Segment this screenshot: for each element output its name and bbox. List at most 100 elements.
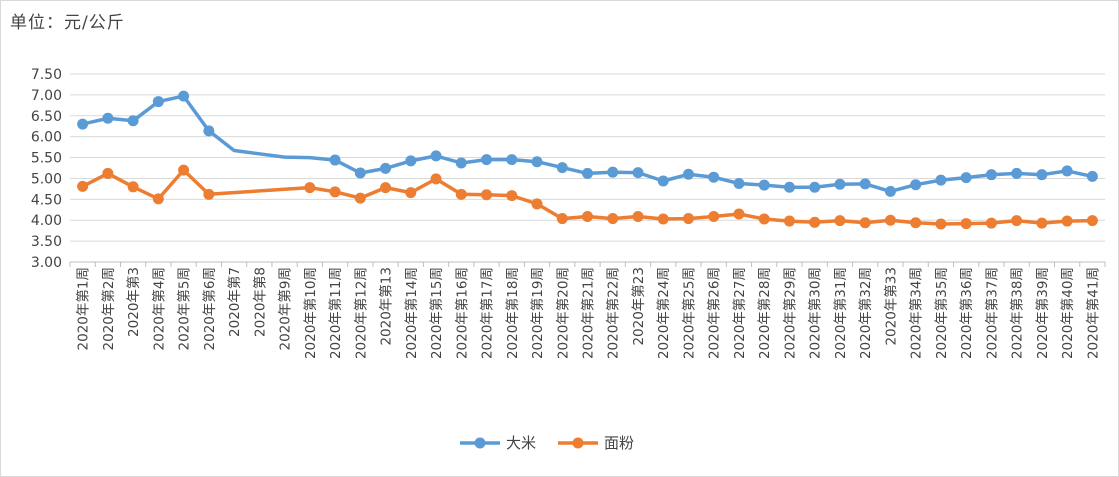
- data-point: [809, 216, 821, 228]
- x-tick-label: 2020年第12周: [352, 267, 369, 359]
- data-point: [1011, 167, 1023, 179]
- x-tick-label: 2020年第2周: [100, 267, 117, 350]
- x-tick-label: 2020年第29周: [781, 267, 798, 359]
- y-tick-label: 6.50: [31, 109, 62, 125]
- x-tick-label: 2020年第40周: [1059, 267, 1076, 359]
- data-point: [102, 112, 114, 124]
- data-point: [910, 179, 922, 191]
- data-point: [329, 154, 341, 166]
- y-tick-label: 4.50: [31, 192, 62, 208]
- data-point: [632, 210, 644, 222]
- legend-marker: [572, 437, 584, 449]
- data-point: [152, 193, 164, 205]
- y-tick-label: 4.00: [31, 213, 62, 229]
- data-point: [127, 181, 139, 193]
- data-point: [607, 166, 619, 178]
- data-point: [960, 218, 972, 230]
- x-tick-label: 2020年第8: [251, 267, 268, 337]
- x-tick-label: 2020年第1周: [75, 267, 92, 350]
- data-point: [758, 179, 770, 191]
- x-tick-label: 2020年第19周: [529, 267, 546, 359]
- data-point: [910, 217, 922, 229]
- x-tick-label: 2020年第14周: [403, 267, 420, 359]
- data-point: [783, 181, 795, 193]
- x-tick-label: 2020年第33: [882, 267, 899, 346]
- data-point: [77, 180, 89, 192]
- x-tick-label: 2020年第17周: [479, 267, 496, 359]
- data-point: [178, 164, 190, 176]
- data-point: [152, 96, 164, 108]
- y-tick-label: 3.50: [31, 234, 62, 250]
- data-point: [935, 174, 947, 186]
- data-point: [1036, 169, 1048, 181]
- data-point: [708, 210, 720, 222]
- data-point: [405, 187, 417, 199]
- data-point: [607, 213, 619, 225]
- data-point: [682, 168, 694, 180]
- data-point: [556, 213, 568, 225]
- data-point: [531, 156, 543, 168]
- data-point: [354, 192, 366, 204]
- data-point: [77, 118, 89, 130]
- x-tick-label: 2020年第28周: [756, 267, 773, 359]
- x-tick-label: 2020年第13: [378, 267, 395, 346]
- data-point: [304, 182, 316, 194]
- y-tick-label: 6.00: [31, 130, 62, 146]
- x-tick-label: 2020年第18周: [504, 267, 521, 359]
- data-point: [884, 214, 896, 226]
- x-tick-label: 2020年第6周: [201, 267, 218, 350]
- x-tick-label: 2020年第34周: [908, 267, 925, 359]
- x-tick-label: 2020年第41周: [1084, 267, 1101, 359]
- data-point: [455, 188, 467, 200]
- x-axis-ticks: 2020年第1周 2020年第2周 2020年第3 2020年第4周 2020年第5周 2…: [75, 267, 1102, 359]
- legend-marker: [474, 437, 486, 449]
- data-point: [758, 213, 770, 225]
- x-tick-label: 2020年第38周: [1009, 267, 1026, 359]
- data-point: [455, 157, 467, 169]
- x-tick-label: 2020年第15周: [428, 267, 445, 359]
- data-point: [556, 162, 568, 174]
- x-tick-label: 2020年第3: [125, 267, 142, 337]
- y-tick-label: 3.00: [31, 255, 62, 271]
- y-tick-label: 7.00: [31, 88, 62, 104]
- data-point: [430, 173, 442, 185]
- data-point: [1061, 215, 1073, 227]
- data-point: [506, 190, 518, 202]
- data-point: [1011, 215, 1023, 227]
- x-tick-label: 2020年第32周: [857, 267, 874, 359]
- data-point: [354, 167, 366, 179]
- x-tick-label: 2020年第4周: [150, 267, 167, 350]
- x-tick-label: 2020年第22周: [605, 267, 622, 359]
- data-point: [985, 217, 997, 229]
- legend-label: 面粉: [604, 434, 634, 452]
- series-layer: [77, 90, 1098, 230]
- unit-label: 单位：元/公斤: [10, 13, 125, 33]
- data-point: [1061, 165, 1073, 177]
- x-tick-label: 2020年第9周: [277, 267, 294, 350]
- data-point: [834, 178, 846, 190]
- x-tick-label: 2020年第24周: [655, 267, 672, 359]
- data-point: [859, 217, 871, 229]
- data-point: [657, 175, 669, 187]
- data-point: [203, 125, 215, 137]
- x-tick-label: 2020年第20周: [554, 267, 571, 359]
- x-tick-label: 2020年第37周: [983, 267, 1000, 359]
- x-tick-label: 2020年第30周: [807, 267, 824, 359]
- x-tick-label: 2020年第10周: [302, 267, 319, 359]
- x-tick-label: 2020年第7: [226, 267, 243, 337]
- data-point: [531, 198, 543, 210]
- data-point: [481, 154, 493, 166]
- data-point: [506, 154, 518, 166]
- x-tick-label: 2020年第31周: [832, 267, 849, 359]
- data-point: [582, 210, 593, 222]
- x-tick-label: 2020年第26周: [706, 267, 723, 359]
- data-point: [380, 162, 392, 174]
- data-point: [733, 208, 745, 220]
- data-point: [329, 186, 341, 198]
- data-point: [682, 213, 694, 225]
- data-point: [985, 169, 997, 181]
- y-tick-label: 5.50: [31, 151, 62, 167]
- x-tick-label: 2020年第36周: [958, 267, 975, 359]
- data-point: [783, 215, 795, 227]
